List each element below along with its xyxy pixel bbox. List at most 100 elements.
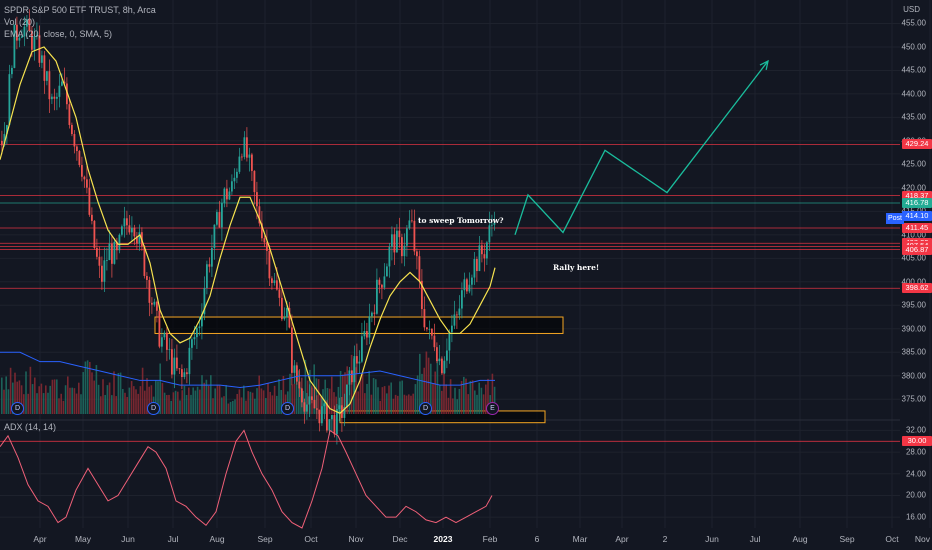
volume-bar <box>416 375 419 414</box>
indicator-lines <box>0 46 496 415</box>
adx-tick-label: 20.00 <box>905 490 926 500</box>
volume-bar <box>161 383 164 414</box>
volume-bar <box>245 400 247 414</box>
volume-bar <box>225 385 227 414</box>
candle-body <box>243 137 246 157</box>
x-tick-label: Aug <box>209 534 225 544</box>
candle-body <box>458 308 461 316</box>
candle-body <box>266 242 268 251</box>
candle-body <box>163 332 166 338</box>
volume-bar <box>425 351 428 414</box>
volume-bar <box>487 378 489 414</box>
volume-bar <box>234 399 236 414</box>
candle-body <box>108 243 111 261</box>
candle-body <box>46 71 48 81</box>
volume-legend: Vol (20) <box>4 17 36 27</box>
candle-body <box>43 55 46 81</box>
volume-bar <box>471 380 474 414</box>
candle-body <box>488 225 491 243</box>
candle-body <box>201 314 203 327</box>
volume-bar <box>353 358 355 414</box>
volume-bar <box>320 396 322 414</box>
volume-bar <box>75 393 78 414</box>
volume-bar <box>430 363 432 414</box>
candle-body <box>476 258 478 272</box>
volume-bar <box>423 367 425 414</box>
candle-body <box>273 280 276 283</box>
candle-body <box>426 327 428 330</box>
volume-bar <box>122 388 124 414</box>
candle-body <box>3 133 6 146</box>
volume-bar <box>452 398 454 414</box>
volume-bar <box>399 381 401 414</box>
y-tick-label: 375.00 <box>901 394 926 404</box>
volume-bar <box>331 376 333 414</box>
volume-bar <box>342 374 344 414</box>
volume-bar <box>150 385 153 414</box>
candle-body <box>281 297 283 320</box>
volume-ma-line <box>0 351 495 388</box>
candle-body <box>61 81 63 86</box>
candle-body <box>91 214 93 221</box>
candle-body <box>191 339 193 348</box>
candle-body <box>308 396 311 405</box>
candle-body <box>246 137 248 158</box>
volume-bar <box>29 366 32 414</box>
volume-bar <box>16 381 18 414</box>
x-tick-label: Oct <box>885 534 899 544</box>
volume-bar <box>388 385 390 414</box>
x-tick-label: Jun <box>705 534 719 544</box>
candle-body <box>248 154 251 158</box>
volume-bar <box>56 379 58 414</box>
volume-bar <box>364 393 366 414</box>
candle-body <box>53 96 56 99</box>
zone-box <box>154 316 564 334</box>
volume-bar <box>23 394 25 414</box>
volume-bar <box>185 394 188 414</box>
annotation-text: to sweep Tomorrow? <box>418 215 504 225</box>
candle-body <box>438 358 441 362</box>
grid <box>0 0 931 528</box>
candle-body <box>443 360 446 374</box>
volume-bar <box>216 384 219 414</box>
candle-body <box>456 314 458 316</box>
x-tick-label: Feb <box>482 534 498 544</box>
candle-body <box>11 67 13 75</box>
volume-bar <box>370 394 373 414</box>
candle-body <box>348 370 351 385</box>
candle-body <box>351 370 353 383</box>
volume-bar <box>458 388 461 414</box>
volume-bar <box>38 386 40 414</box>
volume-bar <box>192 387 194 414</box>
candle-body <box>178 368 181 370</box>
candle-body <box>153 301 156 305</box>
adx-line <box>0 429 493 529</box>
event-marker[interactable]: D <box>11 402 24 415</box>
volume-bar <box>339 371 342 414</box>
volume-bar <box>102 379 104 414</box>
volume-bar <box>445 384 447 414</box>
volume-bar <box>45 385 47 414</box>
candle-body <box>143 246 146 276</box>
adx-tick-label: 32.00 <box>905 425 926 435</box>
y-tick-label: 445.00 <box>901 65 926 75</box>
event-marker[interactable]: E <box>486 402 499 415</box>
candle-body <box>118 234 121 251</box>
volume-bar <box>42 393 45 414</box>
projection-line <box>514 60 769 236</box>
volume-bar <box>1 377 3 414</box>
volume-bar <box>166 395 168 414</box>
volume-bar <box>322 389 324 414</box>
candle-body <box>441 358 443 374</box>
volume-bar <box>271 395 274 414</box>
candle-body <box>26 19 28 27</box>
candle-body <box>431 328 433 336</box>
event-marker[interactable]: D <box>281 402 294 415</box>
candle-body <box>483 254 486 259</box>
price-zones <box>154 316 564 424</box>
volume-bar <box>381 387 384 414</box>
candle-body <box>363 331 366 337</box>
event-marker[interactable]: D <box>419 402 432 415</box>
event-marker[interactable]: D <box>147 402 160 415</box>
volume-bar <box>463 376 465 414</box>
